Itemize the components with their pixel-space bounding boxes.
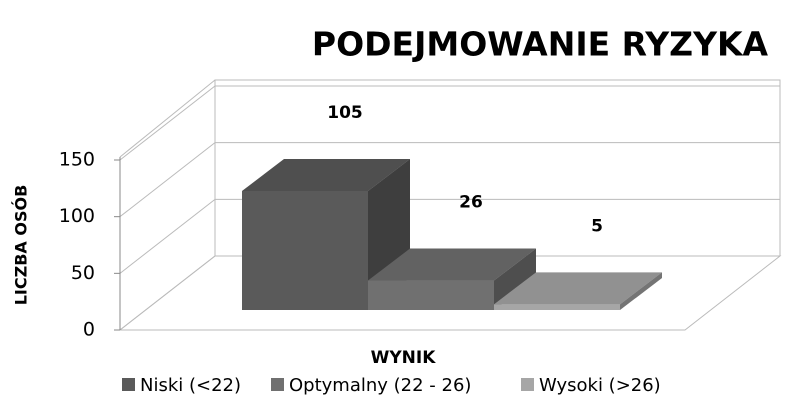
bar-side-shade (494, 248, 536, 310)
bar-top-shade (368, 248, 536, 281)
legend-swatch (122, 378, 135, 391)
bar-side (620, 272, 662, 310)
bar (242, 191, 368, 310)
legend-label: Wysoki (>26) (539, 375, 661, 396)
bar-top-shade (494, 272, 662, 305)
back-wall-edge (214, 79, 781, 256)
grid-line (119, 85, 780, 161)
bar-top (242, 159, 410, 191)
y-axis-label: LICZBA OSÓB (12, 185, 31, 306)
grid-line (119, 198, 780, 274)
x-axis-label: WYNIK (371, 348, 437, 368)
grid-line (119, 255, 780, 331)
data-label: 5 (591, 216, 603, 236)
data-label: 26 (459, 193, 483, 213)
bar-top (368, 248, 536, 281)
chart-title: PODEJMOWANIE RYZYKA (312, 25, 769, 64)
grid-line (119, 142, 780, 218)
bar-top (494, 272, 662, 305)
bar-side-shade (620, 272, 662, 310)
legend-label: Niski (<22) (140, 375, 241, 396)
bar (368, 280, 494, 310)
bar-side (494, 248, 536, 310)
legend-label: Optymalny (22 - 26) (289, 375, 471, 396)
y-tick-label: 0 (83, 319, 95, 341)
left-wall-edge (119, 79, 216, 158)
y-tick-label: 50 (71, 262, 95, 284)
data-label: 105 (327, 103, 363, 123)
legend-swatch (271, 378, 284, 391)
bar (494, 304, 620, 310)
bar-top-shade (242, 159, 410, 191)
y-tick-label: 150 (59, 149, 95, 171)
legend-swatch (521, 378, 534, 391)
y-tick-label: 100 (59, 205, 95, 227)
